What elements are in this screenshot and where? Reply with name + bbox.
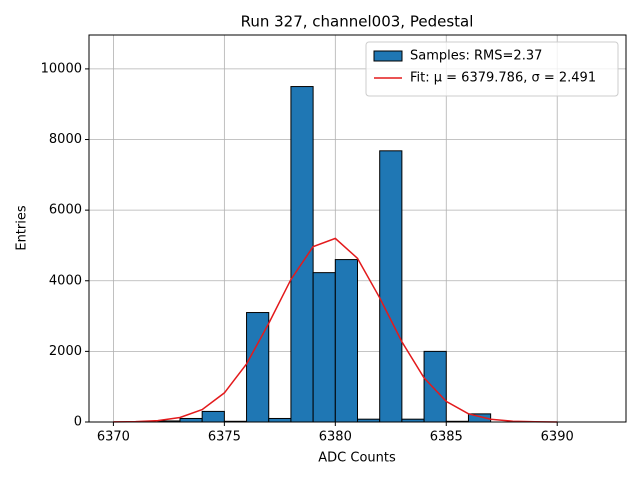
chart-title: Run 327, channel003, Pedestal bbox=[241, 13, 474, 31]
legend-swatch bbox=[373, 50, 403, 62]
y-tick-label: 0 bbox=[74, 415, 82, 430]
legend-label: Samples: RMS=2.37 bbox=[410, 49, 542, 64]
x-tick-label: 6385 bbox=[430, 430, 463, 445]
bar bbox=[312, 272, 336, 423]
legend-label: Fit: μ = 6379.786, σ = 2.491 bbox=[410, 71, 596, 86]
bar bbox=[201, 410, 225, 423]
bar bbox=[423, 350, 447, 423]
x-tick-label: 6380 bbox=[319, 430, 352, 445]
bar bbox=[379, 150, 403, 423]
bar bbox=[290, 86, 314, 423]
bar bbox=[179, 417, 203, 423]
x-axis-label: ADC Counts bbox=[318, 451, 396, 466]
fit-line bbox=[113, 237, 558, 423]
y-tick-label: 2000 bbox=[49, 344, 82, 359]
bar bbox=[268, 417, 292, 423]
bar bbox=[334, 259, 358, 423]
plot-frame bbox=[88, 34, 627, 423]
legend-box bbox=[365, 41, 619, 97]
x-tick-label: 6390 bbox=[541, 430, 574, 445]
y-tick-label: 10000 bbox=[41, 61, 82, 76]
y-axis-label: Entries bbox=[15, 205, 30, 251]
x-tick-label: 6375 bbox=[208, 430, 241, 445]
y-tick-label: 6000 bbox=[49, 203, 82, 218]
legend: Samples: RMS=2.37 Fit: μ = 6379.786, σ = … bbox=[365, 41, 619, 97]
y-tick-label: 8000 bbox=[49, 132, 82, 147]
x-tick-label: 6370 bbox=[97, 430, 130, 445]
y-tick-label: 4000 bbox=[49, 273, 82, 288]
